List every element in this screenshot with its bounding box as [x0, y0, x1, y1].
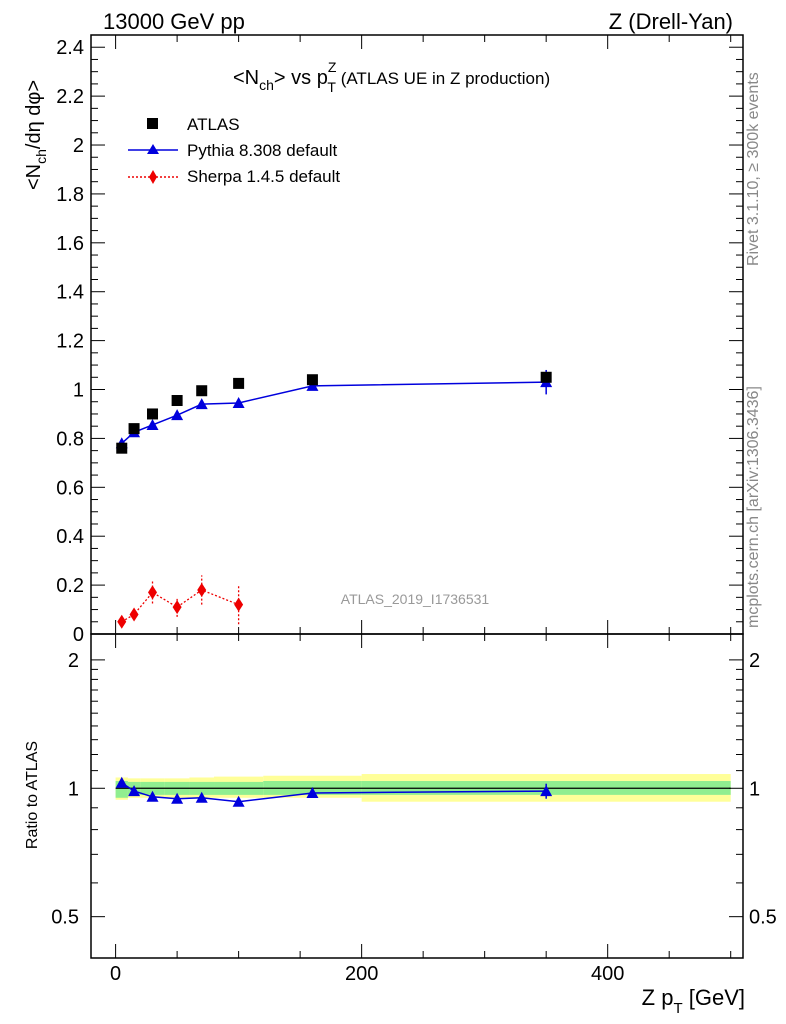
ratio-ylabel: Ratio to ATLAS: [24, 741, 41, 849]
mcplots-source-label: mcplots.cern.ch [arXiv:1306.3436]: [745, 386, 762, 628]
ratio-ytick-label: 0.5: [51, 907, 79, 929]
pythia-point: [306, 379, 319, 391]
ratio-xtick-label: 400: [591, 963, 624, 985]
ratio-xtick-label: 0: [110, 963, 121, 985]
main-ytick-label: 1.4: [56, 282, 84, 304]
legend-pythia-label: Pythia 8.308 default: [187, 141, 338, 160]
xlabel-rest: [GeV]: [683, 985, 745, 1010]
ratio-pythia-point: [232, 795, 245, 807]
xlabel-a: Z p: [642, 985, 674, 1010]
ratio-ytick-label: 1: [68, 778, 79, 800]
main-ylabel-a: <N: [23, 164, 45, 190]
main-ytick-label: 2.2: [56, 86, 84, 108]
ratio-pythia-point: [540, 785, 553, 797]
main-title-sub: ch: [259, 77, 274, 93]
main-plot-area: 0 0.2 0.4 0.6 0.8 1 1.2 1.4 1.6 1.8 2 2.2 2.4: [56, 34, 744, 646]
atlas-point: [147, 408, 159, 420]
main-ytick-label: 1.6: [56, 233, 84, 255]
ratio-ytick-label-right: 0.5: [749, 907, 777, 929]
main-title-sup: Z: [328, 59, 337, 75]
ratio-pythia-point: [195, 791, 208, 803]
analysis-watermark: ATLAS_2019_I1736531: [341, 591, 490, 607]
ratio-pythia-point: [171, 792, 184, 804]
main-ytick-label: 0.8: [56, 428, 84, 450]
sherpa-line: [121, 589, 239, 623]
pythia-line: [121, 381, 547, 444]
sherpa-point: [129, 607, 139, 622]
main-ytick-label: 1.2: [56, 331, 84, 353]
ratio-pythia-point: [128, 785, 141, 797]
atlas-point: [196, 385, 208, 397]
ratio-pythia-point: [306, 786, 319, 798]
pythia-point: [146, 418, 159, 430]
ratio-pythia-point: [146, 790, 159, 802]
ratio-pythia-point: [115, 776, 128, 788]
main-ytick-label: 1: [73, 380, 84, 402]
ratio-xlabel: Z pT [GeV]: [642, 985, 745, 1017]
sherpa-point: [117, 614, 127, 629]
legend-pythia-marker: [147, 144, 159, 154]
main-ylabel-sub: ch: [33, 149, 49, 164]
sherpa-point: [148, 585, 158, 600]
main-ytick-label: 0.4: [56, 526, 84, 548]
pythia-point: [232, 396, 245, 408]
legend-atlas-label: ATLAS: [187, 115, 240, 134]
legend-sherpa-label: Sherpa 1.4.5 default: [187, 167, 340, 186]
main-ytick-label: 0.2: [56, 575, 84, 597]
pythia-point: [171, 409, 184, 421]
main-ytick-label: 0: [73, 624, 84, 646]
main-title-b: > vs p: [274, 67, 328, 89]
main-ytick-label: 0.6: [56, 477, 84, 499]
ratio-plot-area: 0.5 0.5 1 1 2 2 0 200 400: [51, 633, 777, 985]
legend-atlas-marker: [147, 118, 158, 129]
atlas-point: [171, 395, 183, 407]
atlas-point: [540, 371, 552, 383]
main-title: <Nch> vs pZ T (ATLAS UE in Z production): [233, 59, 550, 95]
atlas-point: [128, 423, 140, 435]
legend-sherpa-marker: [149, 170, 157, 184]
ratio-frame: [90, 633, 744, 959]
ratio-ytick-label-right: 1: [749, 778, 760, 800]
main-ylabel-rest: /dη dφ>: [23, 80, 45, 149]
main-ytick-label: 2: [73, 135, 84, 157]
main-ylabel: <Nch/dη dφ>: [23, 80, 49, 190]
atlas-point: [116, 442, 128, 454]
xlabel-sub: T: [673, 1000, 682, 1017]
legend: ATLAS Pythia 8.308 default Sherpa 1.4.5 …: [128, 115, 340, 186]
pythia-point: [195, 398, 208, 410]
main-ytick-label: 2.4: [56, 37, 84, 59]
ratio-xtick-label: 200: [345, 963, 378, 985]
main-title-sub2: T: [327, 79, 336, 95]
sherpa-point: [234, 597, 244, 612]
main-title-rest: (ATLAS UE in Z production): [336, 69, 550, 88]
ratio-ytick-label-right: 2: [749, 650, 760, 672]
main-title-a: <N: [233, 67, 259, 89]
main-ytick-label: 1.8: [56, 184, 84, 206]
sherpa-point: [172, 600, 182, 615]
header-process: Z (Drell-Yan): [609, 9, 733, 34]
sherpa-point: [197, 582, 207, 597]
ratio-ytick-label: 2: [68, 650, 79, 672]
rivet-version-label: Rivet 3.1.10, ≥ 300k events: [745, 72, 762, 266]
atlas-point: [306, 374, 318, 386]
atlas-point: [233, 377, 245, 389]
header-energy: 13000 GeV pp: [103, 9, 245, 34]
